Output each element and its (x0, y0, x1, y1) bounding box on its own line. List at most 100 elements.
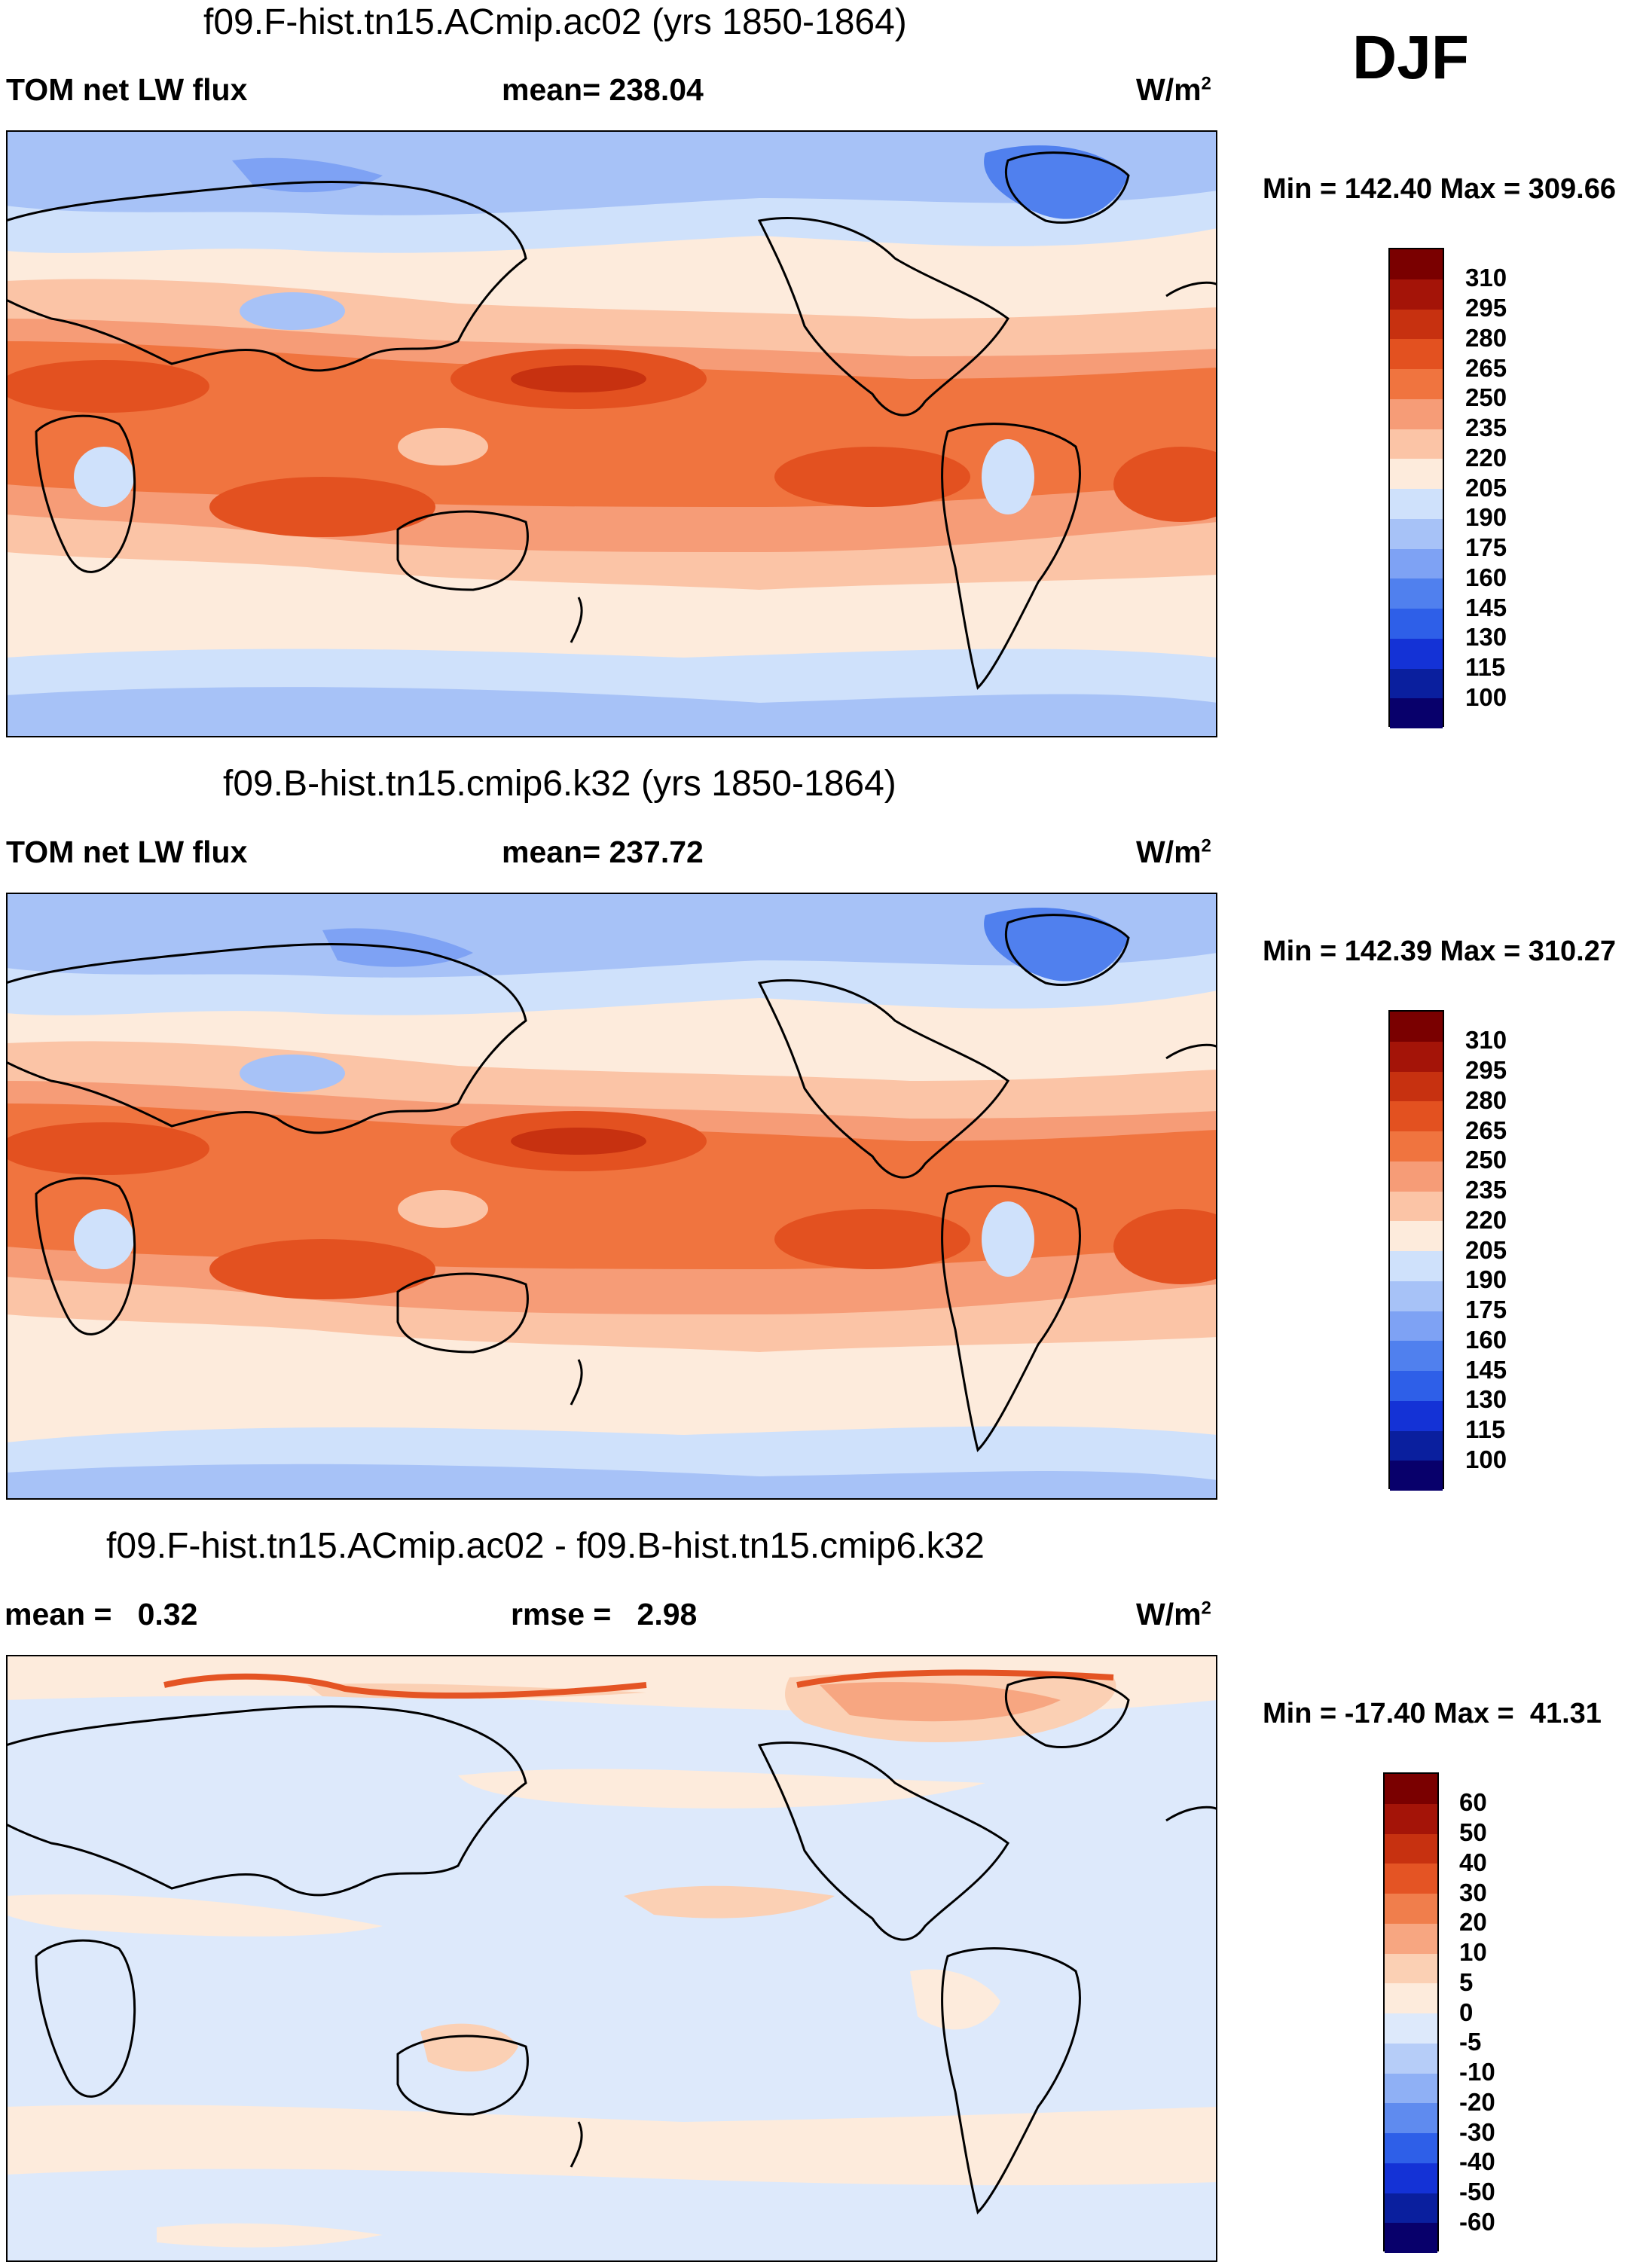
colorbar-tick: 175 (1465, 1296, 1507, 1323)
colorbar-bin (1385, 1803, 1437, 1834)
colorbar-tick: 265 (1465, 354, 1507, 382)
panel-3-map (6, 1655, 1217, 2262)
colorbar-tick: -5 (1459, 2028, 1482, 2056)
panel-2-units: W/m2 (1136, 835, 1211, 869)
panel-3-mean-label: mean = 0.32 (5, 1597, 198, 1632)
colorbar-tick: 220 (1465, 444, 1507, 472)
colorbar-tick: 20 (1459, 1908, 1487, 1936)
panel-3-units: W/m2 (1136, 1597, 1211, 1632)
colorbar-tick: 235 (1465, 1176, 1507, 1204)
colorbar-tick: 205 (1465, 1236, 1507, 1264)
colorbar-bin (1385, 1833, 1437, 1864)
colorbar-tick: 190 (1465, 503, 1507, 531)
colorbar-tick: 100 (1465, 683, 1507, 711)
colorbar-tick: 250 (1465, 1146, 1507, 1174)
colorbar-tick: 220 (1465, 1206, 1507, 1234)
colorbar-bin (1385, 2223, 1437, 2253)
colorbar-bin (1385, 1894, 1437, 1924)
colorbar-tick: 115 (1465, 653, 1506, 681)
colorbar-tick: -10 (1459, 2058, 1495, 2086)
panel-1-map (6, 130, 1217, 737)
panel-2-colorbar (1388, 1010, 1444, 1491)
panel-1-colorbar (1388, 248, 1444, 728)
colorbar-bin (1390, 489, 1443, 519)
colorbar-tick: -50 (1459, 2178, 1495, 2205)
panel-3-rmse-label: rmse = 2.98 (511, 1597, 698, 1632)
colorbar-tick: 10 (1459, 1938, 1487, 1966)
colorbar-tick: 145 (1465, 1356, 1507, 1384)
colorbar-bin (1390, 369, 1443, 399)
season-label: DJF (1352, 23, 1469, 92)
colorbar-tick: 40 (1459, 1848, 1487, 1876)
panel-1-variable-label: TOM net LW flux (6, 72, 248, 107)
colorbar-bin (1385, 1953, 1437, 1984)
colorbar-bin (1390, 1311, 1443, 1342)
panel-3-minmax: Min = -17.40 Max = 41.31 (1263, 1698, 1602, 1729)
colorbar-bin (1385, 1983, 1437, 2013)
colorbar-bin (1385, 2073, 1437, 2104)
colorbar-bin (1390, 638, 1443, 669)
colorbar-tick: 145 (1465, 594, 1507, 621)
colorbar-tick: -30 (1459, 2118, 1495, 2146)
colorbar-tick: 280 (1465, 324, 1507, 352)
colorbar-bin (1385, 2013, 1437, 2044)
colorbar-bin (1390, 1191, 1443, 1222)
colorbar-bin (1390, 1281, 1443, 1311)
colorbar-tick: 115 (1465, 1415, 1506, 1443)
colorbar-tick: 160 (1465, 1326, 1507, 1354)
colorbar-tick: -60 (1459, 2208, 1495, 2236)
colorbar-bin (1390, 1400, 1443, 1431)
colorbar-bin (1385, 2043, 1437, 2074)
colorbar-bin (1390, 518, 1443, 549)
colorbar-tick: 30 (1459, 1879, 1487, 1906)
colorbar-tick: 0 (1459, 1998, 1474, 2026)
colorbar-bin (1390, 309, 1443, 340)
colorbar-bin (1385, 1923, 1437, 1954)
colorbar-bin (1390, 1012, 1443, 1042)
colorbar-bin (1390, 1131, 1443, 1161)
panel-2-minmax: Min = 142.39 Max = 310.27 (1263, 936, 1616, 967)
colorbar-bin (1390, 1430, 1443, 1461)
colorbar-bin (1390, 279, 1443, 310)
panel-2-title: f09.B-hist.tn15.cmip6.k32 (yrs 1850-1864… (223, 764, 896, 804)
colorbar-tick: 235 (1465, 414, 1507, 441)
panel-3-title: f09.F-hist.tn15.ACmip.ac02 - f09.B-hist.… (106, 1526, 985, 1566)
colorbar-bin (1390, 578, 1443, 609)
colorbar-bin (1385, 2193, 1437, 2224)
colorbar-bin (1390, 398, 1443, 429)
colorbar-tick: -20 (1459, 2088, 1495, 2116)
colorbar-bin (1390, 1161, 1443, 1192)
colorbar-tick: 205 (1465, 474, 1507, 502)
colorbar-bin (1390, 1101, 1443, 1131)
colorbar-tick: 250 (1465, 383, 1507, 411)
colorbar-bin (1390, 1341, 1443, 1371)
panel-1-mean-label: mean= 238.04 (502, 72, 704, 107)
panel-2-map (6, 893, 1217, 1500)
colorbar-bin (1390, 249, 1443, 279)
panel-3-colorbar (1383, 1772, 1439, 2253)
colorbar-tick: 190 (1465, 1265, 1507, 1293)
colorbar-bin (1390, 1071, 1443, 1102)
colorbar-bin (1390, 548, 1443, 579)
colorbar-tick: 310 (1465, 1026, 1507, 1054)
colorbar-bin (1385, 2103, 1437, 2133)
colorbar-tick: 60 (1459, 1788, 1487, 1816)
colorbar-bin (1390, 609, 1443, 639)
colorbar-tick: 50 (1459, 1818, 1487, 1846)
colorbar-bin (1390, 459, 1443, 489)
colorbar-bin (1390, 1041, 1443, 1072)
colorbar-tick: 160 (1465, 563, 1507, 591)
colorbar-tick: 295 (1465, 294, 1507, 322)
colorbar-tick: 310 (1465, 264, 1507, 292)
colorbar-tick: 265 (1465, 1116, 1507, 1144)
colorbar-tick: 280 (1465, 1086, 1507, 1114)
colorbar-bin (1385, 1864, 1437, 1894)
colorbar-bin (1390, 429, 1443, 459)
panel-1-minmax: Min = 142.40 Max = 309.66 (1263, 173, 1616, 205)
colorbar-bin (1385, 2163, 1437, 2193)
panel-2-variable-label: TOM net LW flux (6, 835, 248, 869)
colorbar-bin (1390, 1461, 1443, 1491)
colorbar-bin (1385, 1774, 1437, 1804)
colorbar-tick: 175 (1465, 533, 1507, 561)
colorbar-bin (1390, 698, 1443, 728)
